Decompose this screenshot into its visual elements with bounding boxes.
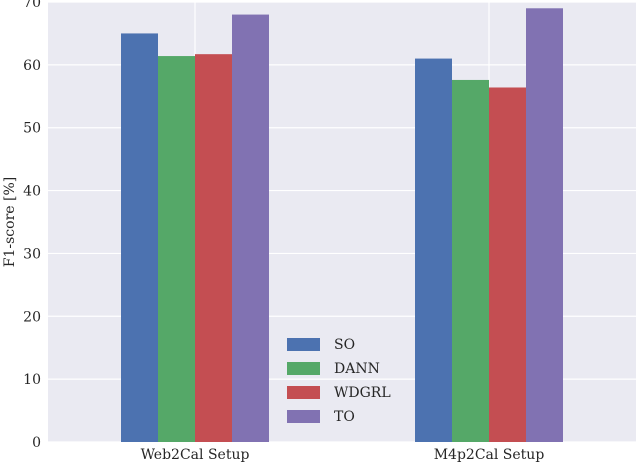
bar-dann-0: [158, 56, 195, 443]
y-tick-label: 40: [23, 184, 41, 200]
bar-dann-1: [452, 79, 489, 442]
bar-to-1: [526, 8, 563, 443]
y-tick-label: 60: [23, 58, 41, 74]
legend-swatch-to: [287, 410, 320, 423]
legend-swatch-dann: [287, 362, 320, 375]
legend-label-wdgrl: WDGRL: [334, 385, 391, 401]
y-tick-label: 20: [23, 309, 41, 325]
y-tick-label: 70: [23, 0, 41, 11]
bar-wdgrl-0: [195, 54, 232, 443]
bar-so-0: [121, 33, 158, 443]
legend-label-so: SO: [334, 337, 355, 353]
y-tick-label: 50: [23, 121, 41, 137]
legend: SO DANN WDGRL TO: [287, 337, 391, 425]
x-tick-label: M4p2Cal Setup: [434, 447, 545, 463]
legend-label-dann: DANN: [334, 361, 380, 377]
x-axis-ticks: Web2Cal Setup M4p2Cal Setup: [141, 447, 545, 463]
bar-wdgrl-1: [489, 87, 526, 442]
y-tick-label: 30: [23, 246, 41, 262]
legend-swatch-wdgrl: [287, 386, 320, 399]
legend-label-to: TO: [334, 409, 355, 425]
y-tick-label: 10: [23, 372, 41, 388]
legend-swatch-so: [287, 338, 320, 351]
y-axis-ticks: 0 10 20 30 40 50 60 70: [23, 0, 41, 451]
x-tick-label: Web2Cal Setup: [141, 447, 250, 463]
y-axis-label: F1-score [%]: [2, 177, 18, 267]
y-tick-label: 0: [32, 435, 41, 451]
bar-to-0: [232, 14, 269, 442]
bar-so-1: [415, 58, 452, 442]
bars: [121, 8, 563, 443]
